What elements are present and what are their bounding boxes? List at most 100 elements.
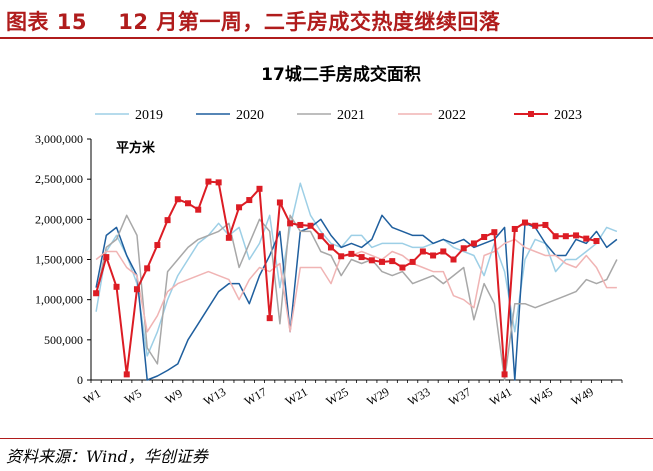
x-tick-label: W45 [528, 385, 555, 409]
figure-title: 图表 15 12 月第一周，二手房成交热度继续回落 [6, 6, 500, 36]
x-tick-label: W17 [242, 385, 269, 409]
data-point [511, 225, 518, 232]
y-tick-label: 500,000 [44, 333, 83, 347]
data-point [103, 254, 110, 261]
data-point [389, 258, 396, 265]
figure-header: 图表 15 12 月第一周，二手房成交热度继续回落 [0, 0, 653, 40]
data-point [552, 233, 559, 240]
data-point [307, 222, 314, 229]
legend-item-2022: 2022 [398, 108, 466, 123]
data-point [358, 254, 365, 261]
legend-label: 2023 [554, 108, 582, 123]
data-point [327, 244, 334, 251]
data-point [317, 233, 324, 240]
data-point [409, 258, 416, 265]
y-tick-label: 0 [77, 373, 83, 387]
data-point [236, 204, 243, 211]
data-point [174, 196, 181, 203]
data-point [297, 221, 304, 228]
data-point [521, 219, 528, 226]
data-point [440, 248, 447, 255]
chart-legend: 2019 2020 2021 2022 2023 [95, 108, 582, 123]
x-tick-label: W9 [163, 386, 185, 407]
legend-label: 2019 [135, 108, 163, 123]
legend-label: 2020 [236, 108, 264, 123]
figure-source: 资料来源：Wind，华创证券 [6, 447, 208, 466]
data-point [593, 238, 600, 245]
data-point [276, 199, 283, 206]
series-2023 [93, 178, 600, 378]
data-point [430, 252, 437, 259]
series-2022 [95, 238, 617, 333]
data-point [460, 245, 467, 252]
data-point [470, 240, 477, 247]
y-tick-label: 1,500,000 [35, 253, 83, 267]
data-point [133, 286, 140, 293]
y-tick-label: 1,000,000 [35, 293, 83, 307]
data-point [195, 206, 202, 213]
chart-axes: 0 500,000 1,000,000 1,500,000 2,000,000 2,500… [35, 132, 623, 409]
series-layer [93, 178, 618, 381]
series-line-2019 [95, 182, 618, 357]
data-point [399, 264, 406, 271]
data-point [501, 371, 508, 378]
series-2021 [95, 214, 618, 381]
figure-caption: 12 月第一周，二手房成交热度继续回落 [118, 10, 501, 34]
data-point [532, 222, 539, 229]
x-tick-label: W21 [283, 385, 310, 409]
legend-marker [528, 111, 534, 117]
series-2019 [95, 182, 618, 357]
unit-label: 平方米 [116, 140, 156, 156]
x-tick-label: W25 [324, 385, 351, 409]
data-point [93, 290, 100, 297]
legend-item-2021: 2021 [297, 108, 365, 123]
data-point [562, 233, 569, 240]
data-point [542, 221, 549, 228]
line-chart: 17城二手房成交面积 2019 2020 2021 2022 2023 平方米 0 500… [35, 64, 623, 409]
chart-title: 17城二手房成交面积 [261, 64, 421, 85]
header-rule [0, 37, 653, 39]
series-2020 [95, 214, 618, 381]
x-tick-label: W1 [81, 386, 103, 407]
data-point [450, 256, 457, 263]
data-point [287, 220, 294, 227]
data-point [113, 283, 120, 290]
x-tick-label: W41 [487, 385, 514, 409]
x-tick-label: W13 [201, 385, 228, 409]
footer-rule [0, 438, 653, 439]
data-point [583, 235, 590, 242]
series-line-2020 [95, 214, 618, 381]
y-tick-label: 2,500,000 [35, 172, 83, 186]
data-point [481, 234, 488, 241]
x-tick-label: W49 [569, 385, 596, 409]
data-point [185, 200, 192, 207]
x-tick-label: W5 [122, 386, 144, 407]
x-tick-label: W33 [405, 385, 432, 409]
legend-item-2023: 2023 [514, 108, 582, 123]
data-point [379, 258, 386, 265]
data-point [338, 253, 345, 260]
legend-label: 2022 [438, 108, 466, 123]
series-line-2021 [95, 214, 618, 381]
data-point [573, 232, 580, 239]
y-tick-label: 2,000,000 [35, 212, 83, 226]
data-point [491, 229, 498, 236]
data-point [205, 178, 212, 185]
data-point [368, 257, 375, 264]
x-tick-label: W37 [446, 385, 473, 409]
legend-label: 2021 [337, 108, 365, 123]
legend-item-2019: 2019 [95, 108, 163, 123]
data-point [154, 242, 161, 249]
data-point [123, 371, 130, 378]
series-line-2022 [95, 238, 617, 333]
legend-item-2020: 2020 [196, 108, 264, 123]
data-point [256, 185, 263, 192]
data-point [164, 217, 171, 224]
data-point [215, 179, 222, 186]
data-point [246, 197, 253, 204]
data-point [144, 265, 151, 272]
data-point [225, 234, 232, 241]
x-tick-label: W29 [364, 385, 391, 409]
figure-label: 图表 15 [6, 10, 88, 34]
y-tick-label: 3,000,000 [35, 132, 83, 146]
